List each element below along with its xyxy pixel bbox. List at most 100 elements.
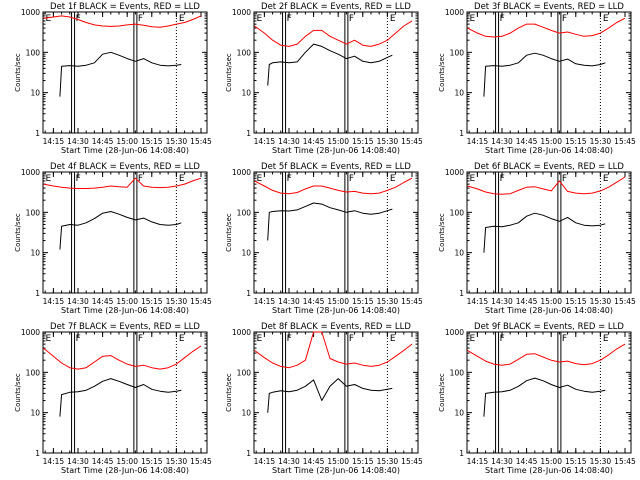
detector-chart-panel: Det 9f BLACK = Events, RED = LLD Start Ti… xyxy=(438,322,636,475)
y-tick-label: 1000 xyxy=(232,168,251,177)
marker-label: F xyxy=(349,334,354,344)
chart-title: Det 6f BLACK = Events, RED = LLD xyxy=(474,162,624,172)
y-axis-label: Counts/sec xyxy=(438,213,446,252)
marker-label: F xyxy=(562,334,567,344)
y-tick-label: 10 xyxy=(241,409,251,418)
marker-label: E xyxy=(603,174,609,184)
chart-title: Det 8f BLACK = Events, RED = LLD xyxy=(261,322,411,332)
chart-title: Det 1f BLACK = Events, RED = LLD xyxy=(50,2,200,12)
marker-label: E xyxy=(390,14,396,24)
x-tick-label: 15:15 xyxy=(565,297,587,306)
detector-chart-panel: Det 1f BLACK = Events, RED = LLD Start Ti… xyxy=(14,2,212,155)
x-tick-label: 15:15 xyxy=(565,137,587,146)
y-tick-label: 100 xyxy=(450,48,465,57)
x-tick-label: 15:15 xyxy=(352,297,374,306)
marker-label: F xyxy=(349,174,354,184)
x-tick-label: 15:45 xyxy=(614,297,636,306)
marker-label: E xyxy=(257,14,263,24)
x-tick-label: 15:15 xyxy=(352,457,374,466)
x-tick-label: 15:15 xyxy=(141,137,163,146)
x-tick-label: 14:30 xyxy=(278,297,300,306)
y-tick-label: 1000 xyxy=(21,328,40,337)
x-tick-label: 15:00 xyxy=(540,457,562,466)
x-tick-label: 15:45 xyxy=(401,457,423,466)
plot-frame xyxy=(253,11,419,134)
y-axis-label: Counts/sec xyxy=(14,373,22,412)
marker-label: F xyxy=(562,14,567,24)
marker-label: F xyxy=(138,334,143,344)
y-tick-label: 10 xyxy=(30,89,40,98)
x-tick-label: 15:30 xyxy=(590,457,612,466)
y-tick-label: 1 xyxy=(35,129,40,138)
x-tick-label: 14:45 xyxy=(92,457,114,466)
y-axis-label: Counts/sec xyxy=(14,213,22,252)
y-axis-label: Counts/sec xyxy=(225,373,233,412)
x-tick-label: 15:00 xyxy=(327,297,349,306)
x-tick-label: 14:30 xyxy=(491,137,513,146)
chart-title: Det 9f BLACK = Events, RED = LLD xyxy=(474,322,624,332)
y-axis-label: Counts/sec xyxy=(225,213,233,252)
y-tick-label: 100 xyxy=(26,48,41,57)
marker-label: F xyxy=(287,334,292,344)
detector-chart-panel: Det 4f BLACK = Events, RED = LLD Start Ti… xyxy=(14,162,212,315)
marker-label: F xyxy=(287,14,292,24)
chart-title: Det 5f BLACK = Events, RED = LLD xyxy=(261,162,411,172)
x-axis-label: Start Time (28-Jun-06 14:08:40) xyxy=(485,306,613,315)
x-tick-label: 15:15 xyxy=(141,297,163,306)
x-tick-label: 14:15 xyxy=(43,457,65,466)
plot-frame xyxy=(42,11,208,134)
x-tick-label: 15:00 xyxy=(540,137,562,146)
x-tick-label: 14:45 xyxy=(303,297,325,306)
x-tick-label: 15:00 xyxy=(327,457,349,466)
x-tick-label: 14:15 xyxy=(467,297,489,306)
x-tick-label: 14:30 xyxy=(67,137,89,146)
x-tick-label: 14:45 xyxy=(516,457,538,466)
chart-title: Det 4f BLACK = Events, RED = LLD xyxy=(50,162,200,172)
x-tick-label: 15:45 xyxy=(614,137,636,146)
x-tick-label: 15:15 xyxy=(352,137,374,146)
detector-chart-panel: Det 7f BLACK = Events, RED = LLD Start Ti… xyxy=(14,322,212,475)
x-axis-label: Start Time (28-Jun-06 14:08:40) xyxy=(61,466,189,475)
y-tick-label: 100 xyxy=(237,48,252,57)
detector-chart-panel: Det 6f BLACK = Events, RED = LLD Start Ti… xyxy=(438,162,636,315)
x-tick-label: 15:00 xyxy=(116,297,138,306)
y-tick-label: 10 xyxy=(454,89,464,98)
plot-frame xyxy=(253,331,419,454)
events-rate-line xyxy=(483,52,606,97)
x-axis-label: Start Time (28-Jun-06 14:08:40) xyxy=(485,146,613,155)
marker-label: E xyxy=(390,174,396,184)
chart-title: Det 3f BLACK = Events, RED = LLD xyxy=(474,2,624,12)
marker-label: F xyxy=(287,174,292,184)
marker-label: F xyxy=(138,174,143,184)
x-tick-label: 14:45 xyxy=(303,457,325,466)
x-tick-label: 14:45 xyxy=(516,137,538,146)
lld-rate-line xyxy=(254,20,413,47)
y-tick-label: 100 xyxy=(26,368,41,377)
lld-rate-line xyxy=(467,17,626,38)
y-tick-label: 10 xyxy=(30,409,40,418)
x-tick-label: 14:15 xyxy=(467,137,489,146)
y-tick-label: 100 xyxy=(237,368,252,377)
events-rate-line xyxy=(267,43,393,86)
lld-rate-line xyxy=(254,177,413,195)
y-axis-label: Counts/sec xyxy=(225,53,233,92)
lld-rate-line xyxy=(43,177,202,189)
x-tick-label: 15:45 xyxy=(190,297,212,306)
y-axis-label: Counts/sec xyxy=(438,373,446,412)
y-tick-label: 1000 xyxy=(232,8,251,17)
x-tick-label: 15:00 xyxy=(540,297,562,306)
marker-label: E xyxy=(46,14,52,24)
y-tick-label: 1000 xyxy=(21,168,40,177)
x-tick-label: 14:30 xyxy=(491,297,513,306)
marker-label: F xyxy=(76,174,81,184)
x-tick-label: 14:30 xyxy=(278,457,300,466)
x-tick-label: 15:30 xyxy=(590,137,612,146)
x-tick-label: 15:30 xyxy=(377,137,399,146)
marker-label: E xyxy=(46,174,52,184)
marker-label: F xyxy=(500,334,505,344)
marker-label: F xyxy=(349,14,354,24)
marker-label: F xyxy=(76,334,81,344)
lld-rate-line xyxy=(467,176,626,195)
lld-rate-line xyxy=(467,343,626,366)
